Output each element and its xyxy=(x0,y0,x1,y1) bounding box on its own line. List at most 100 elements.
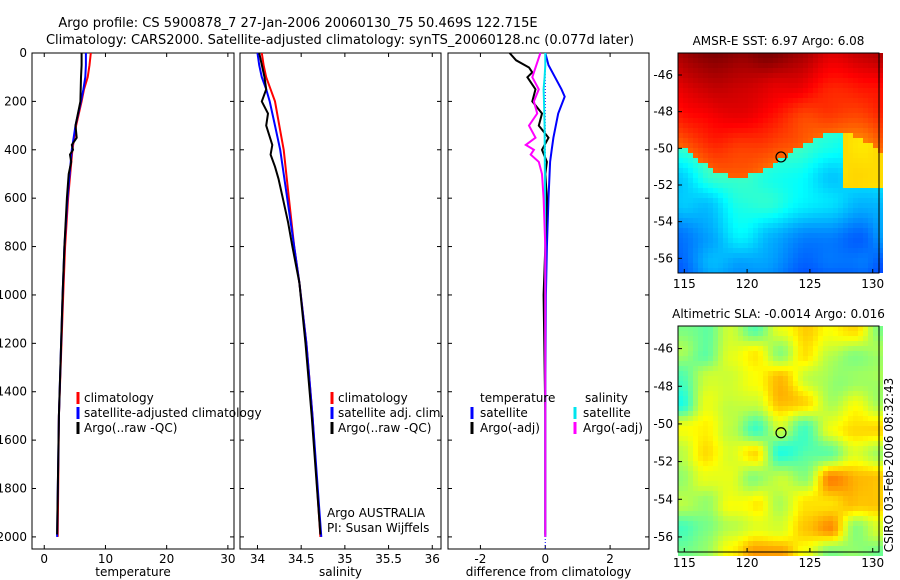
heatmap-cell xyxy=(758,73,763,78)
heatmap-cell xyxy=(813,228,818,233)
heatmap-cell xyxy=(813,451,818,456)
heatmap-cell xyxy=(833,203,838,208)
heatmap-cell xyxy=(788,138,793,143)
heatmap-cell xyxy=(683,68,688,73)
heatmap-cell xyxy=(878,396,883,401)
heatmap-cell xyxy=(778,371,783,376)
heatmap-cell xyxy=(788,326,793,331)
heatmap-cell xyxy=(693,421,698,426)
heatmap-cell xyxy=(733,103,738,108)
heatmap-cell xyxy=(798,481,803,486)
heatmap-cell xyxy=(688,183,693,188)
heatmap-cell xyxy=(708,506,713,511)
heatmap-cell xyxy=(688,511,693,516)
heatmap-cell xyxy=(858,213,863,218)
heatmap-cell xyxy=(738,198,743,203)
heatmap-cell xyxy=(753,98,758,103)
heatmap-cell xyxy=(723,501,728,506)
heatmap-cell xyxy=(768,416,773,421)
heatmap-cell xyxy=(763,88,768,93)
heatmap-cell xyxy=(698,546,703,551)
heatmap-cell xyxy=(818,506,823,511)
heatmap-cell xyxy=(708,178,713,183)
heatmap-cell xyxy=(753,511,758,516)
heatmap-cell xyxy=(793,183,798,188)
heatmap-cell xyxy=(798,416,803,421)
heatmap-cell xyxy=(843,208,848,213)
heatmap-cell xyxy=(853,411,858,416)
heatmap-cell xyxy=(693,386,698,391)
heatmap-cell xyxy=(768,426,773,431)
heatmap-cell xyxy=(828,118,833,123)
heatmap-cell xyxy=(818,58,823,63)
heatmap-cell xyxy=(873,153,878,158)
heatmap-cell xyxy=(808,531,813,536)
heatmap-cell xyxy=(723,371,728,376)
heatmap-cell xyxy=(788,228,793,233)
heatmap-cell xyxy=(693,511,698,516)
heatmap-cell xyxy=(843,531,848,536)
heatmap-cell xyxy=(838,551,843,556)
heatmap-cell xyxy=(853,73,858,78)
heatmap-cell xyxy=(728,73,733,78)
heatmap-cell xyxy=(763,93,768,98)
heatmap-cell xyxy=(763,148,768,153)
heatmap-cell xyxy=(878,541,883,546)
heatmap-cell xyxy=(703,351,708,356)
heatmap-cell xyxy=(748,536,753,541)
heatmap-cell xyxy=(758,248,763,253)
heatmap-cell xyxy=(763,361,768,366)
heatmap-cell xyxy=(833,183,838,188)
heatmap-cell xyxy=(868,386,873,391)
heatmap-cell xyxy=(733,263,738,268)
heatmap-cell xyxy=(738,83,743,88)
heatmap-cell xyxy=(853,253,858,258)
heatmap-cell xyxy=(678,526,683,531)
heatmap-cell xyxy=(838,341,843,346)
heatmap-cell xyxy=(873,511,878,516)
heatmap-cell xyxy=(823,416,828,421)
heatmap-cell xyxy=(723,133,728,138)
heatmap-cell xyxy=(723,93,728,98)
heatmap-cell xyxy=(718,406,723,411)
heatmap-cell xyxy=(853,158,858,163)
heatmap-cell xyxy=(683,243,688,248)
heatmap-cell xyxy=(863,331,868,336)
heatmap-cell xyxy=(843,168,848,173)
heatmap-cell xyxy=(808,108,813,113)
heatmap-cell xyxy=(788,421,793,426)
heatmap-cell xyxy=(853,496,858,501)
heatmap-cell xyxy=(838,376,843,381)
heatmap-cell xyxy=(878,163,883,168)
heatmap-cell xyxy=(708,153,713,158)
heatmap-cell xyxy=(878,218,883,223)
heatmap-cell xyxy=(793,213,798,218)
heatmap-cell xyxy=(678,381,683,386)
heatmap-cell xyxy=(828,536,833,541)
heatmap-cell xyxy=(838,58,843,63)
heatmap-cell xyxy=(818,243,823,248)
heatmap-cell xyxy=(833,426,838,431)
heatmap-cell xyxy=(768,103,773,108)
heatmap-cell xyxy=(718,53,723,58)
heatmap-cell xyxy=(768,541,773,546)
heatmap-cell xyxy=(718,108,723,113)
heatmap-cell xyxy=(693,148,698,153)
heatmap-cell xyxy=(808,471,813,476)
heatmap-cell xyxy=(803,466,808,471)
heatmap-cell xyxy=(743,193,748,198)
heatmap-cell xyxy=(763,128,768,133)
heatmap-cell xyxy=(838,103,843,108)
heatmap-cell xyxy=(803,108,808,113)
heatmap-cell xyxy=(683,138,688,143)
heatmap-cell xyxy=(843,98,848,103)
heatmap-cell xyxy=(853,228,858,233)
heatmap-cell xyxy=(788,153,793,158)
heatmap-cell xyxy=(733,228,738,233)
heatmap-cell xyxy=(823,173,828,178)
heatmap-cell xyxy=(838,421,843,426)
heatmap-cell xyxy=(808,258,813,263)
heatmap-cell xyxy=(688,466,693,471)
heatmap-cell xyxy=(773,426,778,431)
heatmap-cell xyxy=(863,203,868,208)
